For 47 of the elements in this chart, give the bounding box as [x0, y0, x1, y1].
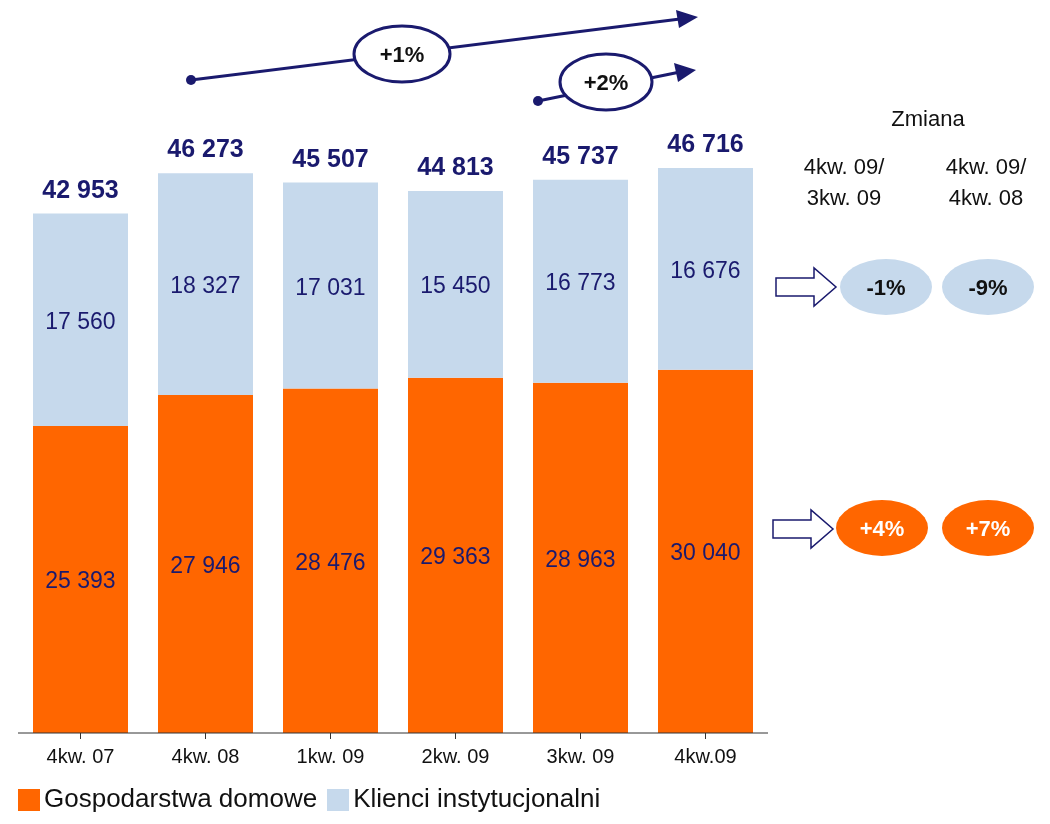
- bar: [533, 382, 628, 733]
- text: -9%: [968, 275, 1008, 300]
- legend-label: Klienci instytucjonalni: [353, 783, 601, 813]
- x-tick-label: 1kw. 09: [296, 745, 365, 768]
- data-label: 15 450: [420, 272, 491, 299]
- text: +4%: [859, 516, 905, 541]
- x-tick-label: 4kw. 07: [46, 745, 115, 768]
- data-label: 30 040: [670, 539, 741, 566]
- bar: [658, 369, 753, 733]
- text: +2%: [583, 70, 629, 95]
- data-label: 25 393: [45, 567, 116, 594]
- total-label: 45 507: [292, 143, 369, 172]
- bar: [33, 425, 128, 733]
- x-tick-label: 2kw. 09: [421, 745, 490, 768]
- text: +7%: [965, 516, 1011, 541]
- data-label: 17 031: [295, 273, 366, 300]
- bar: [533, 179, 628, 383]
- data-label: 28 963: [545, 545, 616, 572]
- data-label: 16 676: [670, 256, 741, 283]
- total-label: 42 953: [42, 174, 119, 203]
- bar: [33, 213, 128, 426]
- x-tick-label: 3kw. 09: [546, 745, 615, 768]
- text: Zmiana: [891, 106, 966, 131]
- bar: [408, 191, 503, 378]
- data-label: 17 560: [45, 307, 116, 334]
- bar: [658, 168, 753, 370]
- data-label: 16 773: [545, 269, 616, 296]
- bar: [283, 388, 378, 733]
- bar: [283, 182, 378, 389]
- bar: [158, 395, 253, 733]
- total-label: 45 737: [542, 140, 619, 169]
- data-label: 27 946: [170, 552, 241, 579]
- total-label: 46 273: [167, 134, 244, 163]
- legend-label: Gospodarstwa domowe: [44, 783, 318, 813]
- total-label: 44 813: [417, 152, 494, 181]
- text: 4kw. 09/ 4kw. 08: [945, 154, 1028, 210]
- x-tick-label: 4kw.09: [674, 745, 737, 768]
- total-label: 46 716: [667, 129, 744, 157]
- x-tick-label: 4kw. 08: [171, 745, 240, 768]
- bar: [408, 377, 503, 733]
- bar: [158, 173, 253, 396]
- text: -1%: [866, 275, 906, 300]
- data-label: 18 327: [170, 272, 241, 299]
- data-label: 29 363: [420, 543, 491, 570]
- data-label: 28 476: [295, 548, 366, 575]
- text: 4kw. 09/ 3kw. 09: [803, 154, 886, 210]
- text: +1%: [379, 42, 425, 67]
